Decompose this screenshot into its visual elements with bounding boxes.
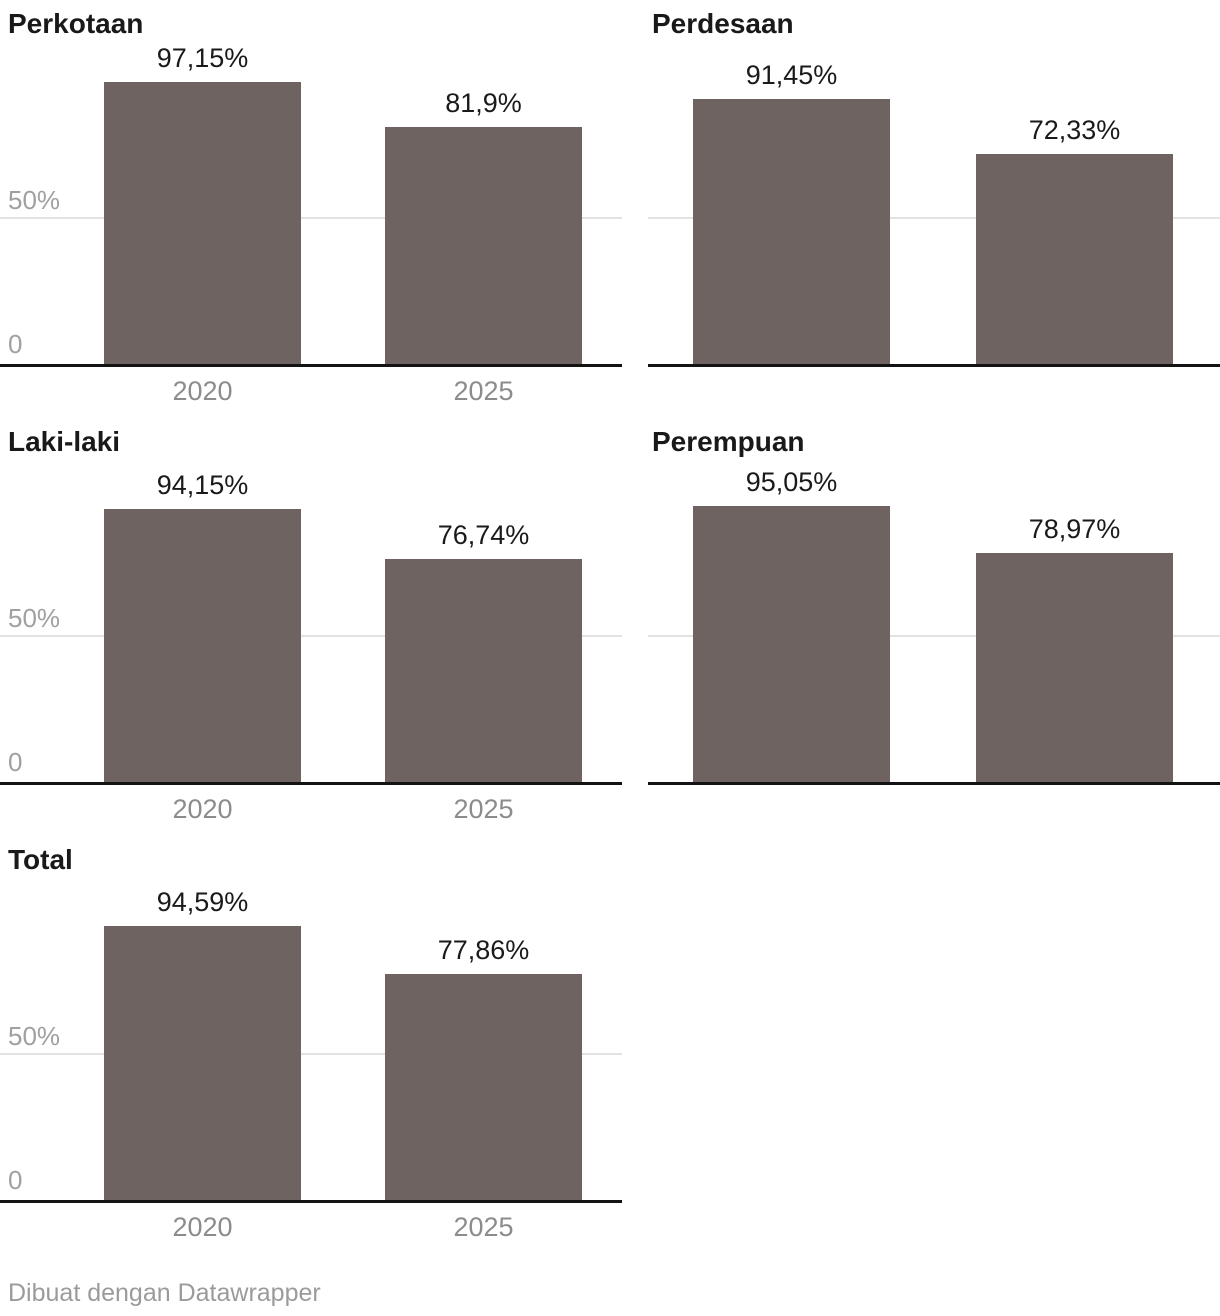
gridline-50-percent <box>0 1053 622 1055</box>
plot-area: 50% 0 94,15% 76,74% <box>0 452 622 785</box>
value-label-2025: 76,74% <box>437 520 530 551</box>
bar-2020 <box>104 82 301 364</box>
plot-area: 91,45% 72,33% <box>648 34 1220 367</box>
gridline-50-percent <box>648 217 1220 219</box>
panel-perempuan: Perempuan 95,05% 78,97% <box>648 418 1220 836</box>
bar-2020 <box>104 925 301 1200</box>
x-axis-label-2020: 2020 <box>172 794 233 824</box>
value-label-2020: 94,59% <box>156 886 249 917</box>
x-axis: 2020 2025 <box>0 376 622 410</box>
panel-total: Total 50% 0 94,59% 77,86% 2020 2025 <box>0 836 622 1254</box>
value-label-2020: 95,05% <box>745 467 838 498</box>
y-axis-tick-50: 50% <box>8 603 61 633</box>
datawrapper-credit: Dibuat dengan Datawrapper <box>8 1279 321 1307</box>
value-label-2025: 72,33% <box>1028 115 1121 146</box>
gridline-50-percent <box>0 217 622 219</box>
panel-title: Perdesaan <box>652 8 794 39</box>
y-axis-tick-0: 0 <box>8 747 23 777</box>
bar-2020 <box>104 508 301 782</box>
x-axis-label-2020: 2020 <box>172 376 233 406</box>
x-axis: 2020 2025 <box>0 1212 622 1246</box>
panel-title: Perempuan <box>652 426 805 457</box>
panel-laki-laki: Laki-laki 50% 0 94,15% 76,74% 2020 2025 <box>0 418 622 836</box>
x-axis-label-2025: 2025 <box>453 1212 514 1242</box>
bar-2025 <box>976 154 1173 364</box>
bar-2025 <box>385 974 582 1200</box>
value-label-2020: 97,15% <box>156 43 249 74</box>
plot-area: 95,05% 78,97% <box>648 452 1220 785</box>
small-multiples-grid: Perkotaan 50% 0 97,15% 81,9% 2020 2025 P… <box>0 0 1220 1254</box>
x-axis: 2020 2025 <box>0 794 622 828</box>
bar-2020 <box>693 506 890 782</box>
value-label-2025: 77,86% <box>437 935 530 966</box>
bar-2025 <box>385 559 582 782</box>
plot-area: 50% 0 97,15% 81,9% <box>0 34 622 367</box>
y-axis-tick-50: 50% <box>8 185 61 215</box>
panel-title: Total <box>8 844 73 875</box>
bar-2025 <box>385 126 582 364</box>
value-label-2020: 91,45% <box>745 59 838 90</box>
gridline-50-percent <box>648 635 1220 637</box>
x-axis-label-2025: 2025 <box>453 794 514 824</box>
empty-grid-cell <box>648 836 1220 1254</box>
panel-perdesaan: Perdesaan 91,45% 72,33% <box>648 0 1220 418</box>
y-axis-tick-50: 50% <box>8 1021 61 1051</box>
panel-title: Perkotaan <box>8 8 144 39</box>
y-axis-tick-0: 0 <box>8 1165 23 1195</box>
value-label-2025: 81,9% <box>445 87 522 118</box>
panel-perkotaan: Perkotaan 50% 0 97,15% 81,9% 2020 2025 <box>0 0 622 418</box>
gridline-50-percent <box>0 635 622 637</box>
bar-2025 <box>976 553 1173 782</box>
plot-area: 50% 0 94,59% 77,86% <box>0 870 622 1203</box>
x-axis-label-2025: 2025 <box>453 376 514 406</box>
bar-2020 <box>693 98 890 364</box>
y-axis-tick-0: 0 <box>8 329 23 359</box>
panel-title: Laki-laki <box>8 426 121 457</box>
x-axis-label-2020: 2020 <box>172 1212 233 1242</box>
value-label-2020: 94,15% <box>156 469 249 500</box>
value-label-2025: 78,97% <box>1028 514 1121 544</box>
